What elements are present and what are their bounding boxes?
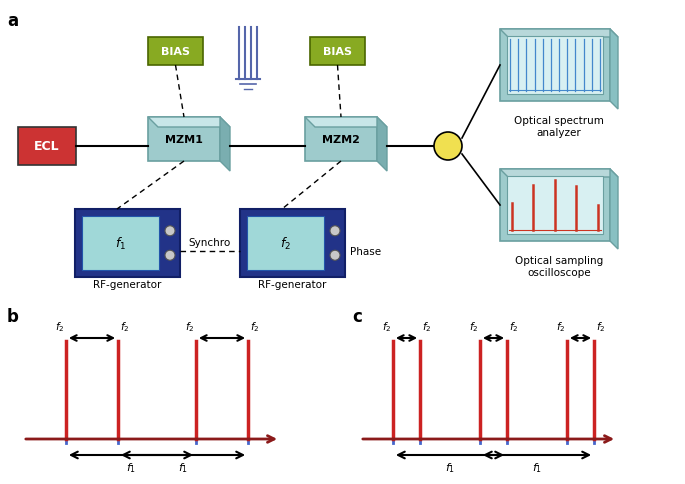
Text: $f_1$: $f_1$ <box>532 460 542 474</box>
Text: Synchro: Synchro <box>189 238 231 247</box>
Circle shape <box>165 227 175 236</box>
Ellipse shape <box>434 133 462 161</box>
Text: Phase: Phase <box>350 246 381 257</box>
Circle shape <box>330 251 340 261</box>
Text: RF-generator: RF-generator <box>258 279 327 289</box>
FancyBboxPatch shape <box>82 216 159 271</box>
Text: Optical sampling
oscilloscope: Optical sampling oscilloscope <box>515 256 603 277</box>
Text: $f_2$: $f_2$ <box>120 319 129 333</box>
Polygon shape <box>500 170 618 178</box>
Text: $f_2$: $f_2$ <box>280 235 291 252</box>
FancyBboxPatch shape <box>148 38 203 66</box>
Polygon shape <box>610 170 618 249</box>
Text: MZM1: MZM1 <box>165 135 203 145</box>
Text: b: b <box>7 307 19 325</box>
Text: $f_2$: $f_2$ <box>250 319 260 333</box>
Polygon shape <box>305 118 387 128</box>
FancyBboxPatch shape <box>310 38 365 66</box>
FancyBboxPatch shape <box>507 177 603 235</box>
FancyBboxPatch shape <box>500 170 610 242</box>
FancyBboxPatch shape <box>247 216 324 271</box>
Text: $f_2$: $f_2$ <box>382 319 391 333</box>
Circle shape <box>330 227 340 236</box>
Text: $f_2$: $f_2$ <box>184 319 194 333</box>
Text: $f_2$: $f_2$ <box>509 319 519 333</box>
Polygon shape <box>610 30 618 110</box>
Polygon shape <box>377 118 387 172</box>
Text: $f_1$: $f_1$ <box>178 460 188 474</box>
Text: Optical spectrum
analyzer: Optical spectrum analyzer <box>514 116 604 137</box>
FancyBboxPatch shape <box>305 118 377 162</box>
Text: ECL: ECL <box>34 140 60 153</box>
Polygon shape <box>220 118 230 172</box>
Text: RF-generator: RF-generator <box>93 279 162 289</box>
Text: $f_2$: $f_2$ <box>422 319 432 333</box>
Text: $f_2$: $f_2$ <box>469 319 478 333</box>
Text: a: a <box>7 12 18 30</box>
Text: c: c <box>352 307 362 325</box>
Text: $f_1$: $f_1$ <box>115 235 126 252</box>
Text: BIAS: BIAS <box>161 47 190 57</box>
FancyBboxPatch shape <box>507 37 603 95</box>
FancyBboxPatch shape <box>240 210 345 277</box>
Text: $f_2$: $f_2$ <box>556 319 565 333</box>
Polygon shape <box>500 30 618 38</box>
Circle shape <box>165 251 175 261</box>
Text: $f_1$: $f_1$ <box>126 460 136 474</box>
FancyBboxPatch shape <box>75 210 180 277</box>
FancyBboxPatch shape <box>500 30 610 102</box>
FancyBboxPatch shape <box>18 128 76 166</box>
Text: $f_1$: $f_1$ <box>445 460 455 474</box>
Text: BIAS: BIAS <box>323 47 352 57</box>
Text: $f_2$: $f_2$ <box>596 319 606 333</box>
FancyBboxPatch shape <box>148 118 220 162</box>
Polygon shape <box>148 118 230 128</box>
Text: MZM2: MZM2 <box>322 135 360 145</box>
Text: $f_2$: $f_2$ <box>55 319 64 333</box>
